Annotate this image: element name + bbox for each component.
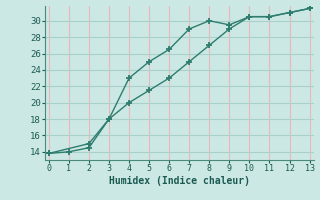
X-axis label: Humidex (Indice chaleur): Humidex (Indice chaleur): [109, 176, 250, 186]
